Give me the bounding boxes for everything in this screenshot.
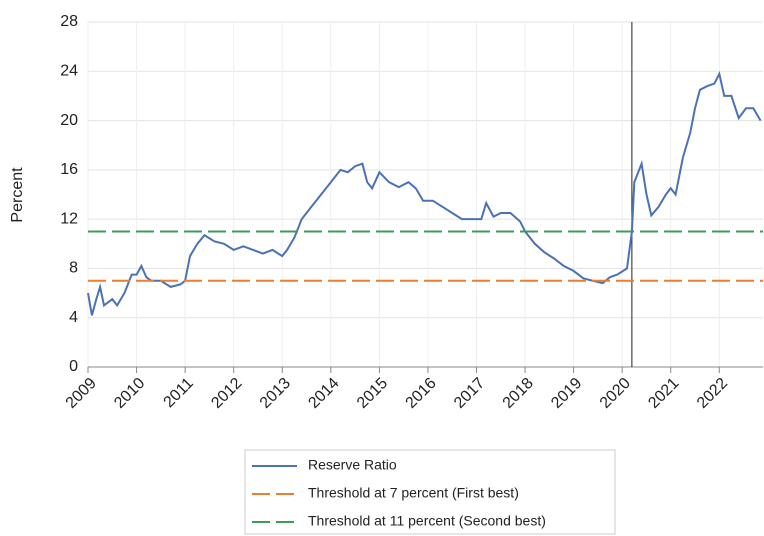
series-line [87, 70, 762, 316]
x-tick-label: 2016 [403, 375, 440, 412]
x-tick-label: 2017 [451, 375, 488, 412]
x-tick-label: 2022 [694, 375, 731, 412]
legend-box [244, 449, 616, 535]
legend: Reserve Ratio Threshold at 7 percent (Fir… [252, 457, 546, 529]
x-tick-label: 2021 [645, 375, 682, 412]
x-tick-label: 2009 [63, 375, 100, 412]
y-tick-label: 20 [60, 112, 78, 129]
y-axis-label: Percent [9, 167, 26, 223]
y-tick-label: 28 [60, 13, 78, 30]
x-tick-label: 2014 [305, 375, 342, 412]
y-tick-label: 4 [69, 309, 78, 326]
x-tick-label: 2012 [208, 375, 245, 412]
y-tick-label: 8 [69, 260, 78, 277]
y-tick-label: 0 [69, 358, 78, 375]
y-tick-label: 16 [60, 161, 78, 178]
legend-label: Threshold at 11 percent (Second best) [308, 513, 546, 529]
x-tick-label: 2013 [257, 375, 294, 412]
x-tick-label: 2010 [111, 375, 148, 412]
x-tick-label: 2015 [354, 375, 391, 412]
x-tick-label: 2018 [500, 375, 537, 412]
x-tick-label: 2019 [548, 375, 585, 412]
y-tick-label: 12 [60, 210, 78, 227]
x-tick-label: 2020 [597, 375, 634, 412]
legend-label: Reserve Ratio [308, 457, 397, 473]
legend-label: Threshold at 7 percent (First best) [308, 485, 519, 501]
x-tick-label: 2011 [161, 375, 197, 411]
y-tick-label: 24 [60, 63, 78, 80]
